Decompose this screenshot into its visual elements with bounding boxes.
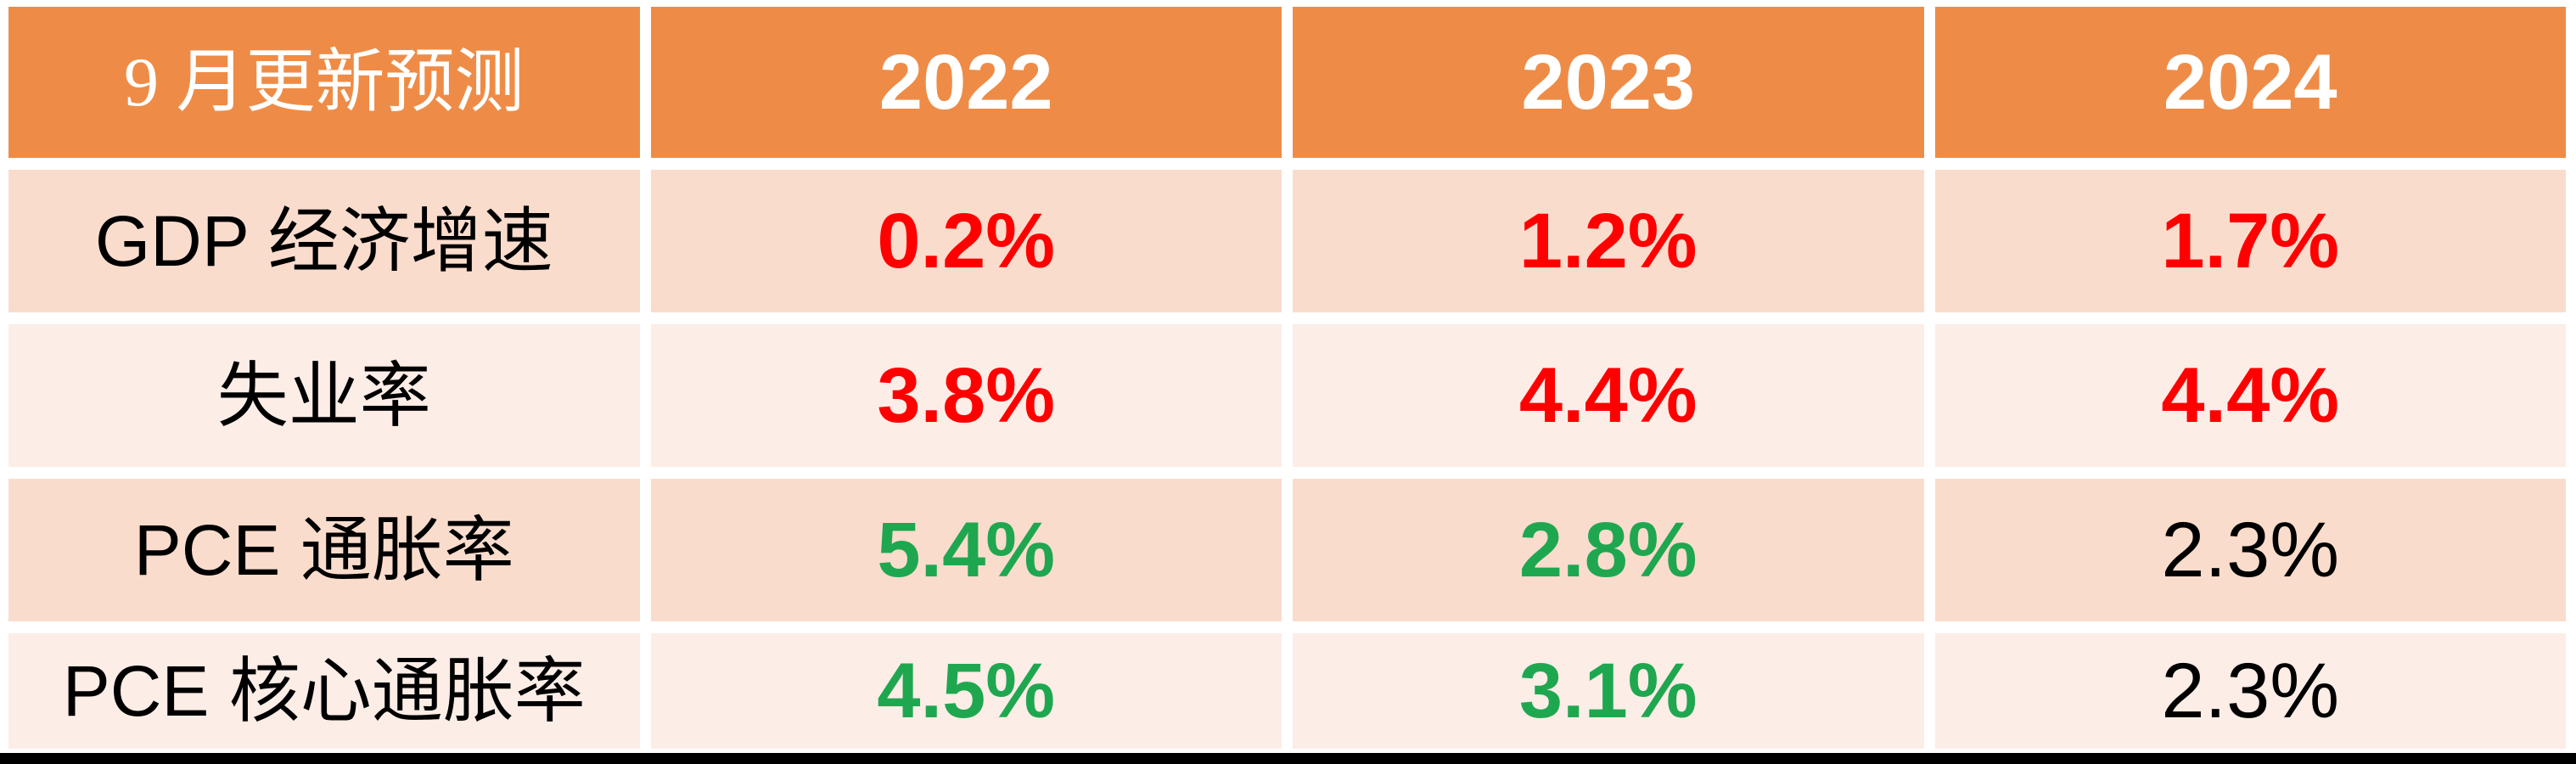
value-cell-corepce-2022: 4.5% (650, 633, 1282, 749)
header-cell-2022: 2022 (650, 7, 1282, 158)
row-label-core-pce-inflation: PCE 核心通胀率 (8, 633, 640, 749)
row-label-gdp-growth: GDP 经济增速 (8, 170, 640, 312)
header-cell-2024: 2024 (1934, 7, 2566, 158)
value-cell-unemp-2022: 3.8% (650, 324, 1282, 467)
row-label-pce-inflation: PCE 通胀率 (8, 479, 640, 621)
header-cell-title: 9 月更新预测 (8, 7, 640, 158)
value-cell-pce-2024: 2.3% (1934, 479, 2566, 621)
value-cell-unemp-2023: 4.4% (1293, 324, 1924, 467)
value-cell-gdp-2023: 1.2% (1293, 170, 1924, 312)
value-cell-unemp-2024: 4.4% (1934, 324, 2566, 467)
value-cell-corepce-2024: 2.3% (1934, 633, 2566, 749)
bottom-black-bar (0, 753, 2576, 764)
value-cell-gdp-2022: 0.2% (650, 170, 1282, 312)
forecast-table: 9 月更新预测 2022 2023 2024 GDP 经济增速 0.2% 1.2… (8, 7, 2566, 749)
header-cell-2023: 2023 (1293, 7, 1924, 158)
row-label-unemployment: 失业率 (8, 324, 640, 467)
value-cell-corepce-2023: 3.1% (1293, 633, 1924, 749)
value-cell-gdp-2024: 1.7% (1934, 170, 2566, 312)
value-cell-pce-2023: 2.8% (1293, 479, 1924, 621)
value-cell-pce-2022: 5.4% (650, 479, 1282, 621)
